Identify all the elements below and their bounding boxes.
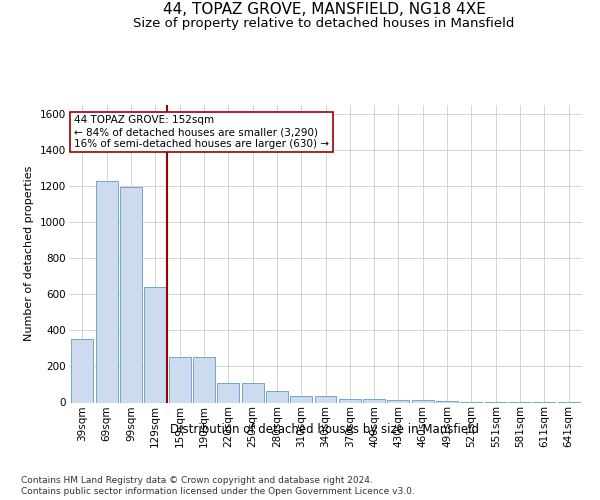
Bar [314, 396, 337, 402]
Y-axis label: Number of detached properties: Number of detached properties [25, 166, 34, 342]
Bar [436, 400, 458, 402]
Bar [339, 399, 361, 402]
Text: Contains public sector information licensed under the Open Government Licence v3: Contains public sector information licen… [21, 488, 415, 496]
Bar [120, 187, 142, 402]
Bar [290, 396, 312, 402]
Text: Contains HM Land Registry data © Crown copyright and database right 2024.: Contains HM Land Registry data © Crown c… [21, 476, 373, 485]
Text: 44 TOPAZ GROVE: 152sqm
← 84% of detached houses are smaller (3,290)
16% of semi-: 44 TOPAZ GROVE: 152sqm ← 84% of detached… [74, 116, 329, 148]
Text: Size of property relative to detached houses in Mansfield: Size of property relative to detached ho… [133, 18, 515, 30]
Bar [96, 180, 118, 402]
Bar [193, 356, 215, 403]
Text: Distribution of detached houses by size in Mansfield: Distribution of detached houses by size … [170, 422, 479, 436]
Bar [145, 287, 166, 403]
Bar [363, 399, 385, 402]
Bar [388, 400, 409, 402]
Bar [412, 400, 434, 402]
Bar [217, 382, 239, 402]
Bar [266, 391, 288, 402]
Bar [71, 340, 94, 402]
Text: 44, TOPAZ GROVE, MANSFIELD, NG18 4XE: 44, TOPAZ GROVE, MANSFIELD, NG18 4XE [163, 2, 485, 18]
Bar [169, 356, 191, 403]
Bar [242, 382, 263, 402]
